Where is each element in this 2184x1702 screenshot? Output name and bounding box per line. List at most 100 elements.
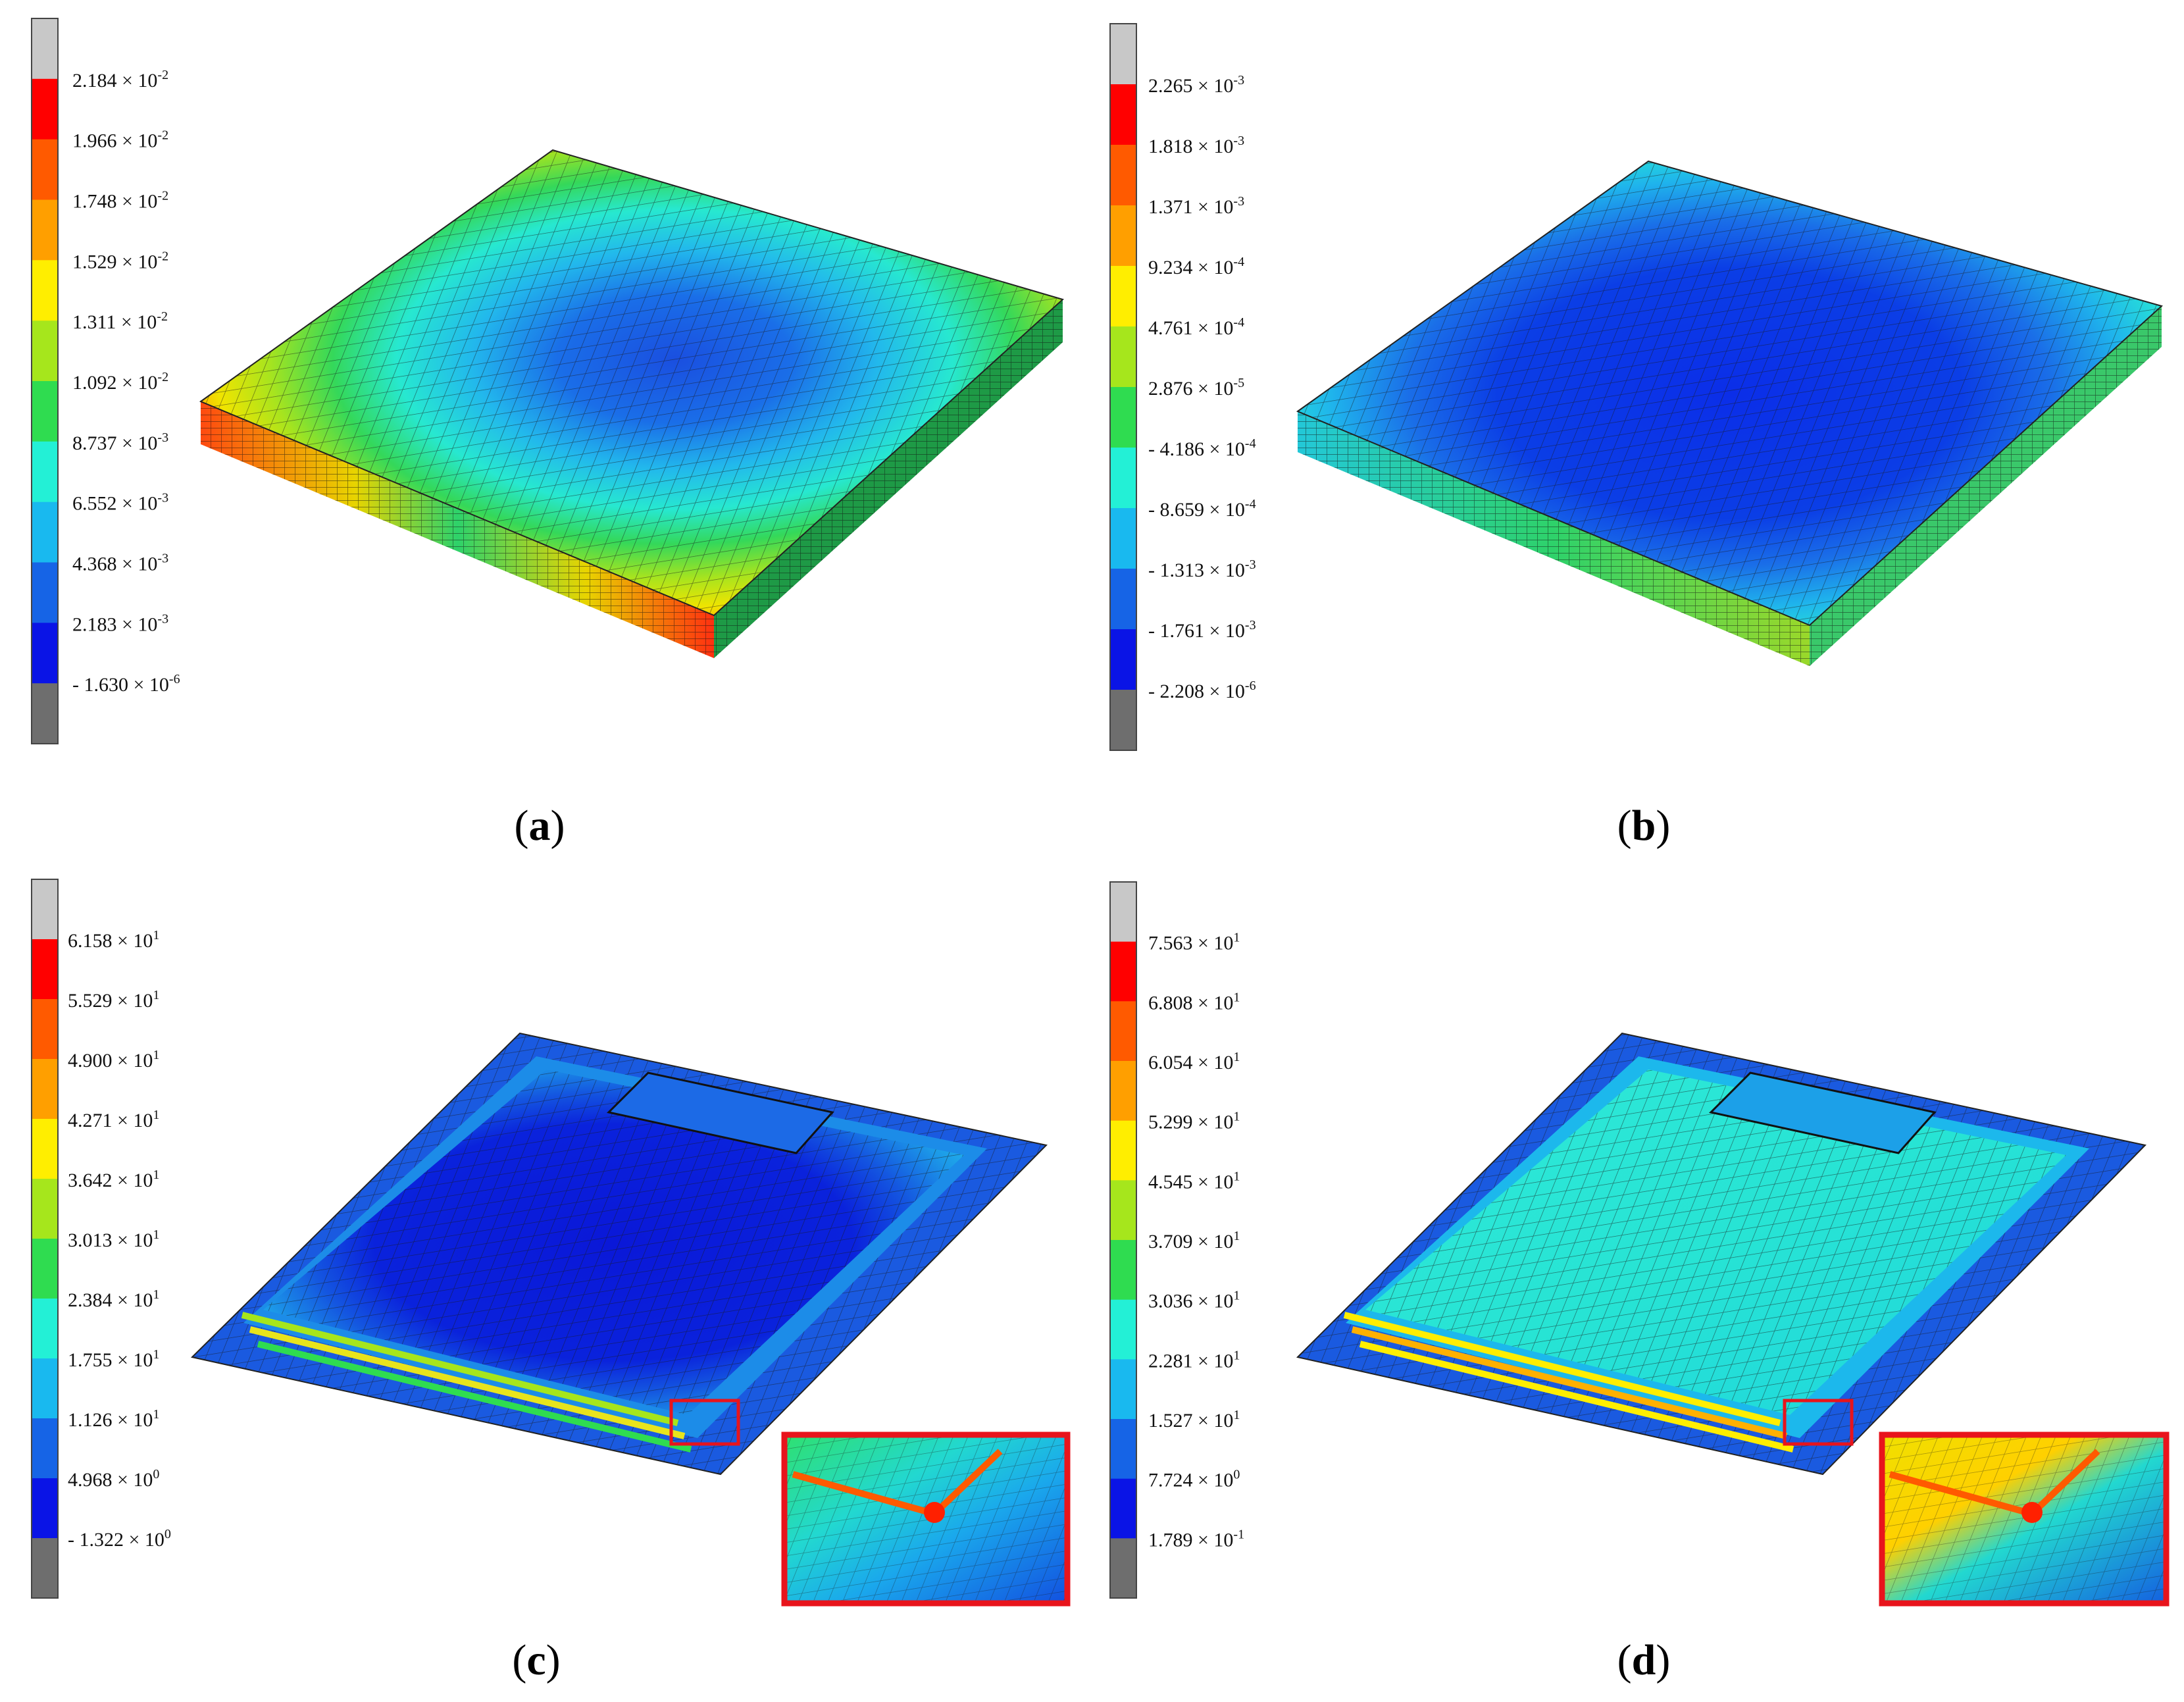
legend-label-exponent: 1 [1233,1169,1240,1183]
legend-label-mantissa: 6.054 × 10 [1148,1052,1233,1073]
caption-b: (b) [1617,802,1671,850]
legend-a-label: 1.529 × 10-2 [72,249,168,272]
legend-label-exponent: 1 [153,1347,159,1362]
legend-d-swatch [1110,941,1136,1002]
legend-label-exponent: -4 [1245,497,1256,511]
legend-label-mantissa: 1.789 × 10 [1148,1529,1233,1551]
legend-b-swatch [1110,569,1136,630]
legend-label-exponent: 0 [153,1467,159,1482]
caption-c: (c) [512,1636,560,1684]
legend-label-mantissa: - 4.186 × 10 [1148,438,1245,460]
legend-d-swatch [1110,1061,1136,1122]
legend-c-swatch [32,1059,58,1120]
legend-label-exponent: 1 [153,1287,159,1302]
caption-a: (a) [515,802,565,850]
legend-c-swatch [32,1418,58,1479]
model-d-highlight-box [1783,1399,1854,1446]
legend-label-exponent: -2 [157,309,168,324]
legend-c-label: 4.968 × 100 [68,1467,159,1491]
inset-d-border [1879,1431,2170,1607]
inset-c-mesh [784,1435,1067,1603]
legend-a-swatch [32,623,58,684]
legend-label-mantissa: 2.384 × 10 [68,1289,153,1311]
legend-label-mantissa: 2.265 × 10 [1148,75,1233,97]
legend-label-exponent: 1 [1233,1050,1240,1064]
legend-a-label: 1.092 × 10-2 [72,370,168,394]
panel-b: 2.265 × 10-31.818 × 10-31.371 × 10-39.23… [1109,23,2164,850]
legend-label-mantissa: - 2.208 × 10 [1148,681,1245,702]
legend-b-frame [1109,23,1137,751]
legend-c-label: 4.271 × 101 [68,1108,159,1131]
legend-label-exponent: -3 [157,611,168,626]
legend-b-swatch [1110,145,1136,206]
legend-c-label: 2.384 × 101 [68,1287,159,1311]
legend-a-label: 6.552 × 10-3 [72,491,168,515]
legend-b-label: 2.876 × 10-5 [1148,376,1244,400]
legend-b-label: 2.265 × 10-3 [1148,73,1244,97]
legend-b-swatch [1110,508,1136,569]
legend-d-label: 6.054 × 101 [1148,1050,1240,1073]
legend-c-swatch [32,1538,58,1599]
caption-d-letter: d [1632,1636,1656,1684]
legend-label-mantissa: 9.234 × 10 [1148,257,1233,278]
inset-c-hotspot [924,1502,945,1523]
legend-label-exponent: 1 [1233,990,1240,1004]
legend-label-exponent: 1 [153,1407,159,1422]
panel-a: 2.184 × 10-21.966 × 10-21.748 × 10-21.52… [31,18,1064,850]
legend-label-exponent: 1 [1233,1110,1240,1124]
legend-a-swatch [32,562,58,623]
model-b [1296,160,2164,666]
legend-d-label: 7.724 × 100 [1148,1468,1240,1491]
legend-d-swatch [1110,1478,1136,1539]
legend-c-label: 3.013 × 101 [68,1227,159,1251]
model-d-edge [1296,1032,2146,1476]
legend-d-label: 6.808 × 101 [1148,990,1240,1014]
legend-b-swatch [1110,326,1136,388]
legend-c-swatch [32,1358,58,1419]
legend-label-mantissa: - 1.630 × 10 [72,674,169,696]
legend-label-mantissa: 4.900 × 10 [68,1050,153,1071]
legend-label-exponent: 1 [1233,1408,1240,1422]
legend-label-exponent: 1 [1233,1229,1240,1243]
legend-label-exponent: 1 [153,1168,159,1182]
legend-label-mantissa: 4.968 × 10 [68,1469,153,1491]
legend-b-label: 4.761 × 10-4 [1148,315,1244,339]
legend-c-label: 4.900 × 101 [68,1048,159,1071]
inset-d-hotspot [2021,1502,2043,1523]
legend-label-exponent: 0 [1233,1468,1240,1482]
legend-label-exponent: 1 [153,1048,159,1062]
legend-label-mantissa: 1.527 × 10 [1148,1410,1233,1431]
legend-c-swatches [31,879,59,1599]
legend-d-swatch [1110,1419,1136,1480]
legend-c-swatch [32,1299,58,1359]
legend-a-label: 4.368 × 10-3 [72,552,168,575]
legend-label-exponent: 1 [153,988,159,1002]
legend-label-exponent: -2 [157,370,168,384]
inset-d [1879,1431,2170,1607]
legend-label-exponent: -3 [1245,557,1256,572]
model-d-top-mesh [1365,1070,2066,1415]
legend-label-mantissa: 3.013 × 10 [68,1229,153,1251]
legend-label-exponent: -6 [169,672,180,686]
model-c-strip-1 [241,1312,679,1426]
model-a-side-right-mesh [714,299,1063,658]
legend-label-exponent: -2 [157,128,168,143]
legend-c-swatch [32,879,58,940]
legend-b: 2.265 × 10-31.818 × 10-31.371 × 10-39.23… [1109,23,1256,751]
legend-d-swatch [1110,882,1136,942]
legend-label-exponent: 0 [165,1527,171,1541]
legend-label-exponent: -3 [157,430,168,445]
legend-b-label: 1.818 × 10-3 [1148,134,1244,157]
legend-b-labels: 2.265 × 10-31.818 × 10-31.371 × 10-39.23… [1148,73,1256,702]
model-c-strip-2 [249,1326,686,1439]
legend-b-swatch [1110,690,1136,751]
legend-label-exponent: -2 [157,68,168,82]
legend-c-swatch [32,939,58,1000]
model-d-strip-2 [1351,1326,1788,1439]
legend-label-exponent: -3 [1233,73,1244,88]
model-a-side-left-mesh [201,401,714,658]
legend-d-swatch [1110,1538,1136,1599]
legend-label-mantissa: 1.748 × 10 [72,191,157,213]
legend-a: 2.184 × 10-21.966 × 10-21.748 × 10-21.52… [31,18,180,744]
